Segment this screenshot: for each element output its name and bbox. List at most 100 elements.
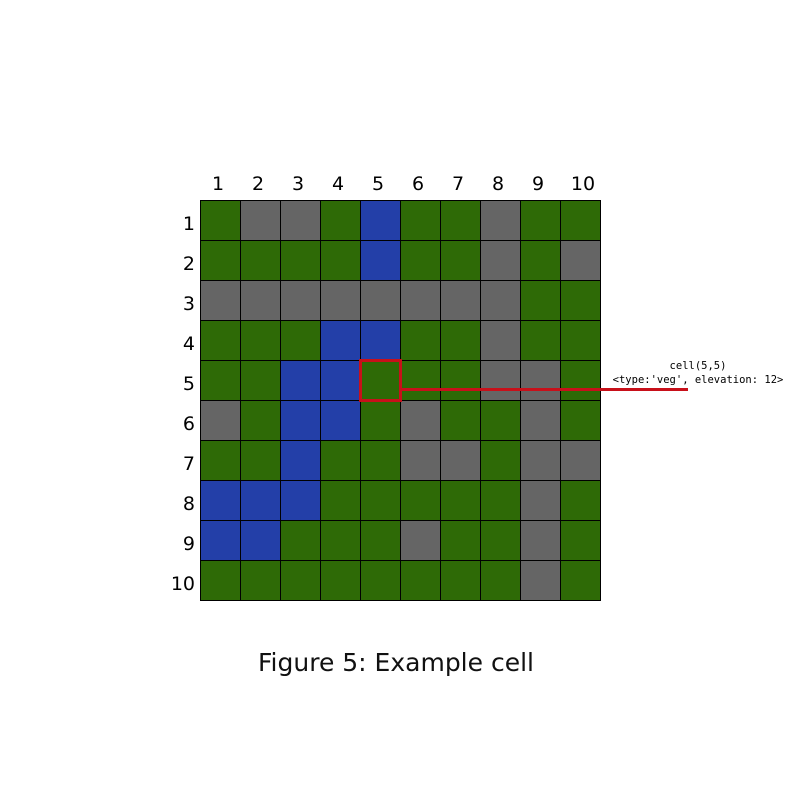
- grid-cell-veg: [241, 321, 281, 361]
- grid-cell-rock: [521, 561, 561, 601]
- grid-cell-veg: [481, 521, 521, 561]
- grid-cell-veg: [361, 521, 401, 561]
- grid-cell-veg: [481, 401, 521, 441]
- grid-cell-veg: [521, 281, 561, 321]
- grid-cell-rock: [281, 201, 321, 241]
- column-label: 6: [411, 173, 425, 195]
- grid-cell-veg: [241, 361, 281, 401]
- grid-cell-veg: [481, 481, 521, 521]
- row-label: 4: [182, 333, 195, 355]
- grid-cell-veg: [561, 201, 601, 241]
- grid-cell-rock: [521, 521, 561, 561]
- column-label: 3: [291, 173, 305, 195]
- grid-cell-rock: [481, 201, 521, 241]
- grid-cell-rock: [561, 241, 601, 281]
- grid-cell-veg: [441, 521, 481, 561]
- grid-cell-water: [281, 481, 321, 521]
- grid-cell-veg: [361, 401, 401, 441]
- grid-cell-rock: [401, 281, 441, 321]
- grid-cell-veg: [441, 241, 481, 281]
- grid-cell-veg: [441, 201, 481, 241]
- grid-cell-veg: [561, 281, 601, 321]
- grid-cell-veg: [521, 201, 561, 241]
- grid-cell-veg: [521, 321, 561, 361]
- row-label: 2: [182, 253, 195, 275]
- grid-cell-rock: [401, 401, 441, 441]
- grid-cell-veg: [561, 521, 601, 561]
- column-label: 8: [491, 173, 505, 195]
- grid-cell-rock: [561, 441, 601, 481]
- grid-cell-veg: [201, 361, 241, 401]
- column-label: 7: [451, 173, 465, 195]
- grid-cell-veg: [321, 441, 361, 481]
- grid-cell-veg: [281, 561, 321, 601]
- column-label: 9: [531, 173, 545, 195]
- column-label: 4: [331, 173, 345, 195]
- grid-cell-rock: [441, 281, 481, 321]
- grid-cell-veg: [561, 561, 601, 601]
- grid-cell-water: [241, 481, 281, 521]
- grid-cell-water: [321, 361, 361, 401]
- grid-cell-rock: [241, 201, 281, 241]
- grid-cell-rock: [321, 281, 361, 321]
- column-label: 2: [251, 173, 265, 195]
- grid-cell-veg: [401, 321, 441, 361]
- grid-cell-veg: [441, 361, 481, 401]
- grid-cell-veg: [561, 481, 601, 521]
- grid-cell-veg: [241, 401, 281, 441]
- grid-cell-veg: [201, 241, 241, 281]
- grid-cell-veg: [201, 441, 241, 481]
- grid-cell-rock: [241, 281, 281, 321]
- grid-cell-veg: [321, 481, 361, 521]
- grid-cell-rock: [521, 481, 561, 521]
- grid-cell-veg: [321, 241, 361, 281]
- grid-cell-rock: [201, 281, 241, 321]
- row-label: 7: [182, 453, 195, 475]
- grid-cell-rock: [521, 401, 561, 441]
- grid-cell-veg: [401, 561, 441, 601]
- row-label: 3: [182, 293, 195, 315]
- grid-cell-veg: [281, 321, 321, 361]
- figure-caption: Figure 5: Example cell: [258, 648, 534, 677]
- grid-cell-rock: [481, 241, 521, 281]
- grid-cell-rock: [521, 361, 561, 401]
- grid-cell-water: [201, 481, 241, 521]
- grid-cell-veg: [561, 361, 601, 401]
- grid-cell-rock: [481, 361, 521, 401]
- terrain-grid: [200, 200, 601, 601]
- callout-title: cell(5,5): [669, 360, 727, 372]
- callout-attributes: <type:'veg', elevation: 12>: [612, 374, 784, 386]
- grid-cell-veg: [441, 561, 481, 601]
- grid-cell-water: [281, 361, 321, 401]
- grid-cell-veg: [241, 241, 281, 281]
- grid-cell-veg: [321, 561, 361, 601]
- grid-cell-water: [281, 441, 321, 481]
- grid-cell-veg: [241, 561, 281, 601]
- grid-cell-water: [321, 401, 361, 441]
- grid-cell-veg: [281, 241, 321, 281]
- grid-cell-rock: [401, 521, 441, 561]
- grid-cell-veg: [361, 481, 401, 521]
- column-label: 10: [570, 173, 596, 195]
- row-label: 9: [182, 533, 195, 555]
- grid-cell-veg: [481, 441, 521, 481]
- grid-cell-veg: [561, 321, 601, 361]
- grid-cell-rock: [481, 321, 521, 361]
- grid-cell-veg: [441, 401, 481, 441]
- grid-cell-rock: [441, 441, 481, 481]
- grid-cell-veg: [201, 201, 241, 241]
- row-label: 1: [182, 213, 195, 235]
- grid-cell-veg: [401, 361, 441, 401]
- grid-cell-rock: [361, 281, 401, 321]
- grid-cell-water: [361, 201, 401, 241]
- grid-cell-rock: [201, 401, 241, 441]
- grid-cell-rock: [401, 441, 441, 481]
- grid-cell-rock: [521, 441, 561, 481]
- row-label: 10: [170, 573, 195, 595]
- grid-cell-veg: [361, 441, 401, 481]
- row-label: 6: [182, 413, 195, 435]
- grid-cell-veg: [561, 401, 601, 441]
- grid-cell-veg: [241, 441, 281, 481]
- grid-cell-veg: [361, 561, 401, 601]
